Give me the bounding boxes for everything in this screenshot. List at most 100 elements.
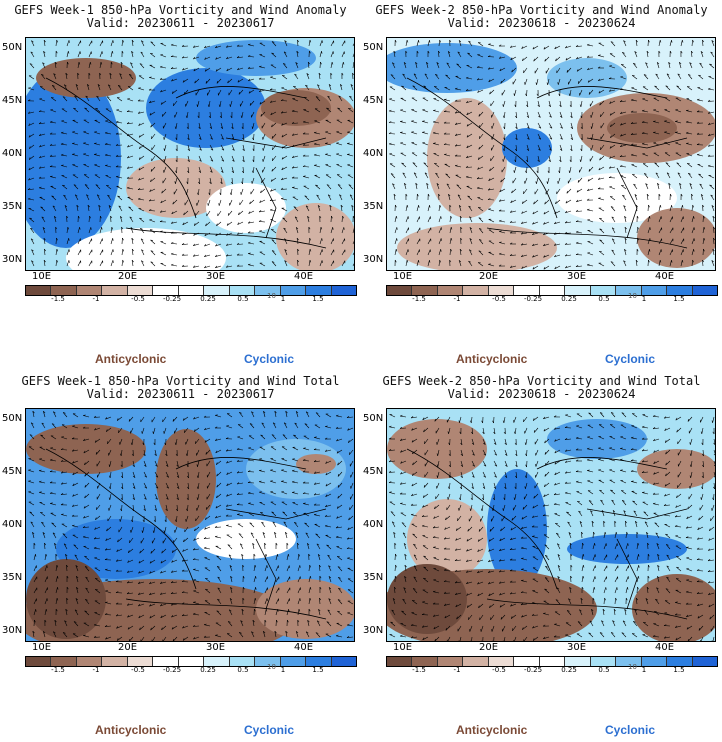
map-svg [26, 409, 354, 641]
colorbar-swatch [331, 657, 357, 666]
colorbar-label: 1.5 [312, 295, 324, 303]
colorbar-label: -0.5 [492, 295, 506, 303]
anticyclonic-label: Anticyclonic [95, 723, 167, 737]
colorbar-label: -0.25 [162, 666, 182, 674]
wind-vectors [27, 39, 354, 269]
wind-vectors [28, 410, 354, 641]
lat-label: 45N [363, 466, 384, 477]
lat-label: 30N [2, 254, 23, 265]
colorbar [386, 285, 718, 296]
colorbar [386, 656, 718, 667]
lat-label: 30N [363, 625, 384, 636]
colorbar-swatch [437, 286, 464, 295]
colorbar-swatch [153, 286, 179, 295]
colorbar-swatch [280, 657, 307, 666]
colorbar-swatch [412, 657, 438, 666]
map-svg [387, 38, 715, 270]
colorbar-label: -1.5 [51, 295, 65, 303]
panel-title: GEFS Week-2 850-hPa Vorticity and Wind A… [375, 3, 708, 17]
colorbar-swatch [641, 286, 668, 295]
panel-week1-total: GEFS Week-1 850-hPa Vorticity and Wind T… [0, 371, 361, 742]
colorbar-swatch [463, 657, 489, 666]
colorbar-swatch [51, 286, 77, 295]
colorbar-swatch [255, 657, 281, 666]
colorbar-label: 0.25 [200, 666, 216, 674]
colorbar-swatch [102, 286, 128, 295]
colorbar-label: 0.5 [598, 666, 610, 674]
colorbar-swatch [667, 286, 693, 295]
lon-label: 10E [32, 642, 52, 653]
colorbar-label: -1.5 [412, 295, 426, 303]
colorbar-swatch [153, 657, 179, 666]
colorbar-swatch [229, 657, 256, 666]
panel-week2-anomaly: GEFS Week-2 850-hPa Vorticity and Wind A… [361, 0, 722, 371]
colorbar-label: 1 [641, 295, 647, 303]
lat-label: 40N [363, 148, 384, 159]
lon-label: 30E [567, 271, 587, 282]
cyclonic-label: Cyclonic [605, 352, 656, 366]
vorticity-map [386, 408, 716, 642]
panel-week1-anomaly: GEFS Week-1 850-hPa Vorticity and Wind A… [0, 0, 361, 371]
colorbar-swatch [76, 657, 103, 666]
colorbar-label: -0.25 [523, 295, 543, 303]
colorbar-swatch [255, 286, 281, 295]
colorbar-swatch [26, 286, 52, 295]
panel-valid-dates: Valid: 20230611 - 20230617 [86, 387, 275, 401]
colorbar-swatch [387, 286, 413, 295]
colorbar-swatch [565, 657, 591, 666]
wind-vectors [388, 39, 715, 270]
colorbar-label: 1.5 [673, 295, 685, 303]
colorbar-swatch [204, 657, 230, 666]
colorbar-swatch [280, 286, 307, 295]
panel-valid-dates: Valid: 20230618 - 20230624 [447, 387, 636, 401]
colorbar-swatch [590, 286, 617, 295]
lat-label: 35N [2, 201, 23, 212]
lon-label: 10E [393, 271, 413, 282]
colorbar-label: 0.5 [237, 295, 249, 303]
colorbar-swatch [488, 286, 515, 295]
lat-label: 45N [2, 95, 23, 106]
colorbar-swatch [127, 657, 154, 666]
colorbar-label: -1 [92, 295, 100, 303]
lat-label: 35N [363, 201, 384, 212]
lat-label: 40N [2, 148, 23, 159]
cyclonic-label: Cyclonic [244, 723, 295, 737]
colorbar-swatch [229, 286, 256, 295]
colorbar-swatch [26, 657, 52, 666]
cyclonic-label: Cyclonic [244, 352, 295, 366]
colorbar-label: -1 [92, 666, 100, 674]
colorbar-label: 0.5 [598, 295, 610, 303]
lat-label: 30N [2, 625, 23, 636]
anticyclonic-label: Anticyclonic [456, 723, 528, 737]
anticyclonic-label: Anticyclonic [456, 352, 528, 366]
colorbar-swatch [616, 286, 642, 295]
colorbar-swatch [692, 286, 718, 295]
cyclonic-label: Cyclonic [605, 723, 656, 737]
colorbar-swatch [51, 657, 77, 666]
colorbar-label: -1.5 [51, 666, 65, 674]
colorbar-swatch [463, 286, 489, 295]
anticyclonic-label: Anticyclonic [95, 352, 167, 366]
colorbar-label: 0.25 [561, 666, 577, 674]
panel-title: GEFS Week-1 850-hPa Vorticity and Wind A… [14, 3, 347, 17]
lon-label: 30E [206, 271, 226, 282]
vorticity-map [25, 37, 355, 271]
lon-label: 20E [118, 271, 138, 282]
colorbar-swatch [437, 657, 464, 666]
colorbar-label: -1.5 [412, 666, 426, 674]
panel-week2-total: GEFS Week-2 850-hPa Vorticity and Wind T… [361, 371, 722, 742]
colorbar-label: 0.25 [200, 295, 216, 303]
panel-valid-dates: Valid: 20230618 - 20230624 [447, 16, 636, 30]
colorbar-swatch [178, 657, 205, 666]
colorbar-swatch [488, 657, 515, 666]
colorbar-swatch [565, 286, 591, 295]
colorbar-swatch [514, 286, 540, 295]
lon-label: 40E [294, 271, 314, 282]
colorbar-label: -0.5 [492, 666, 506, 674]
lon-label: 10E [32, 271, 52, 282]
lon-label: 20E [118, 642, 138, 653]
lon-label: 40E [655, 642, 675, 653]
colorbar-swatch [387, 657, 413, 666]
colorbar-label: 1 [280, 295, 286, 303]
colorbar-label: 1.5 [673, 666, 685, 674]
